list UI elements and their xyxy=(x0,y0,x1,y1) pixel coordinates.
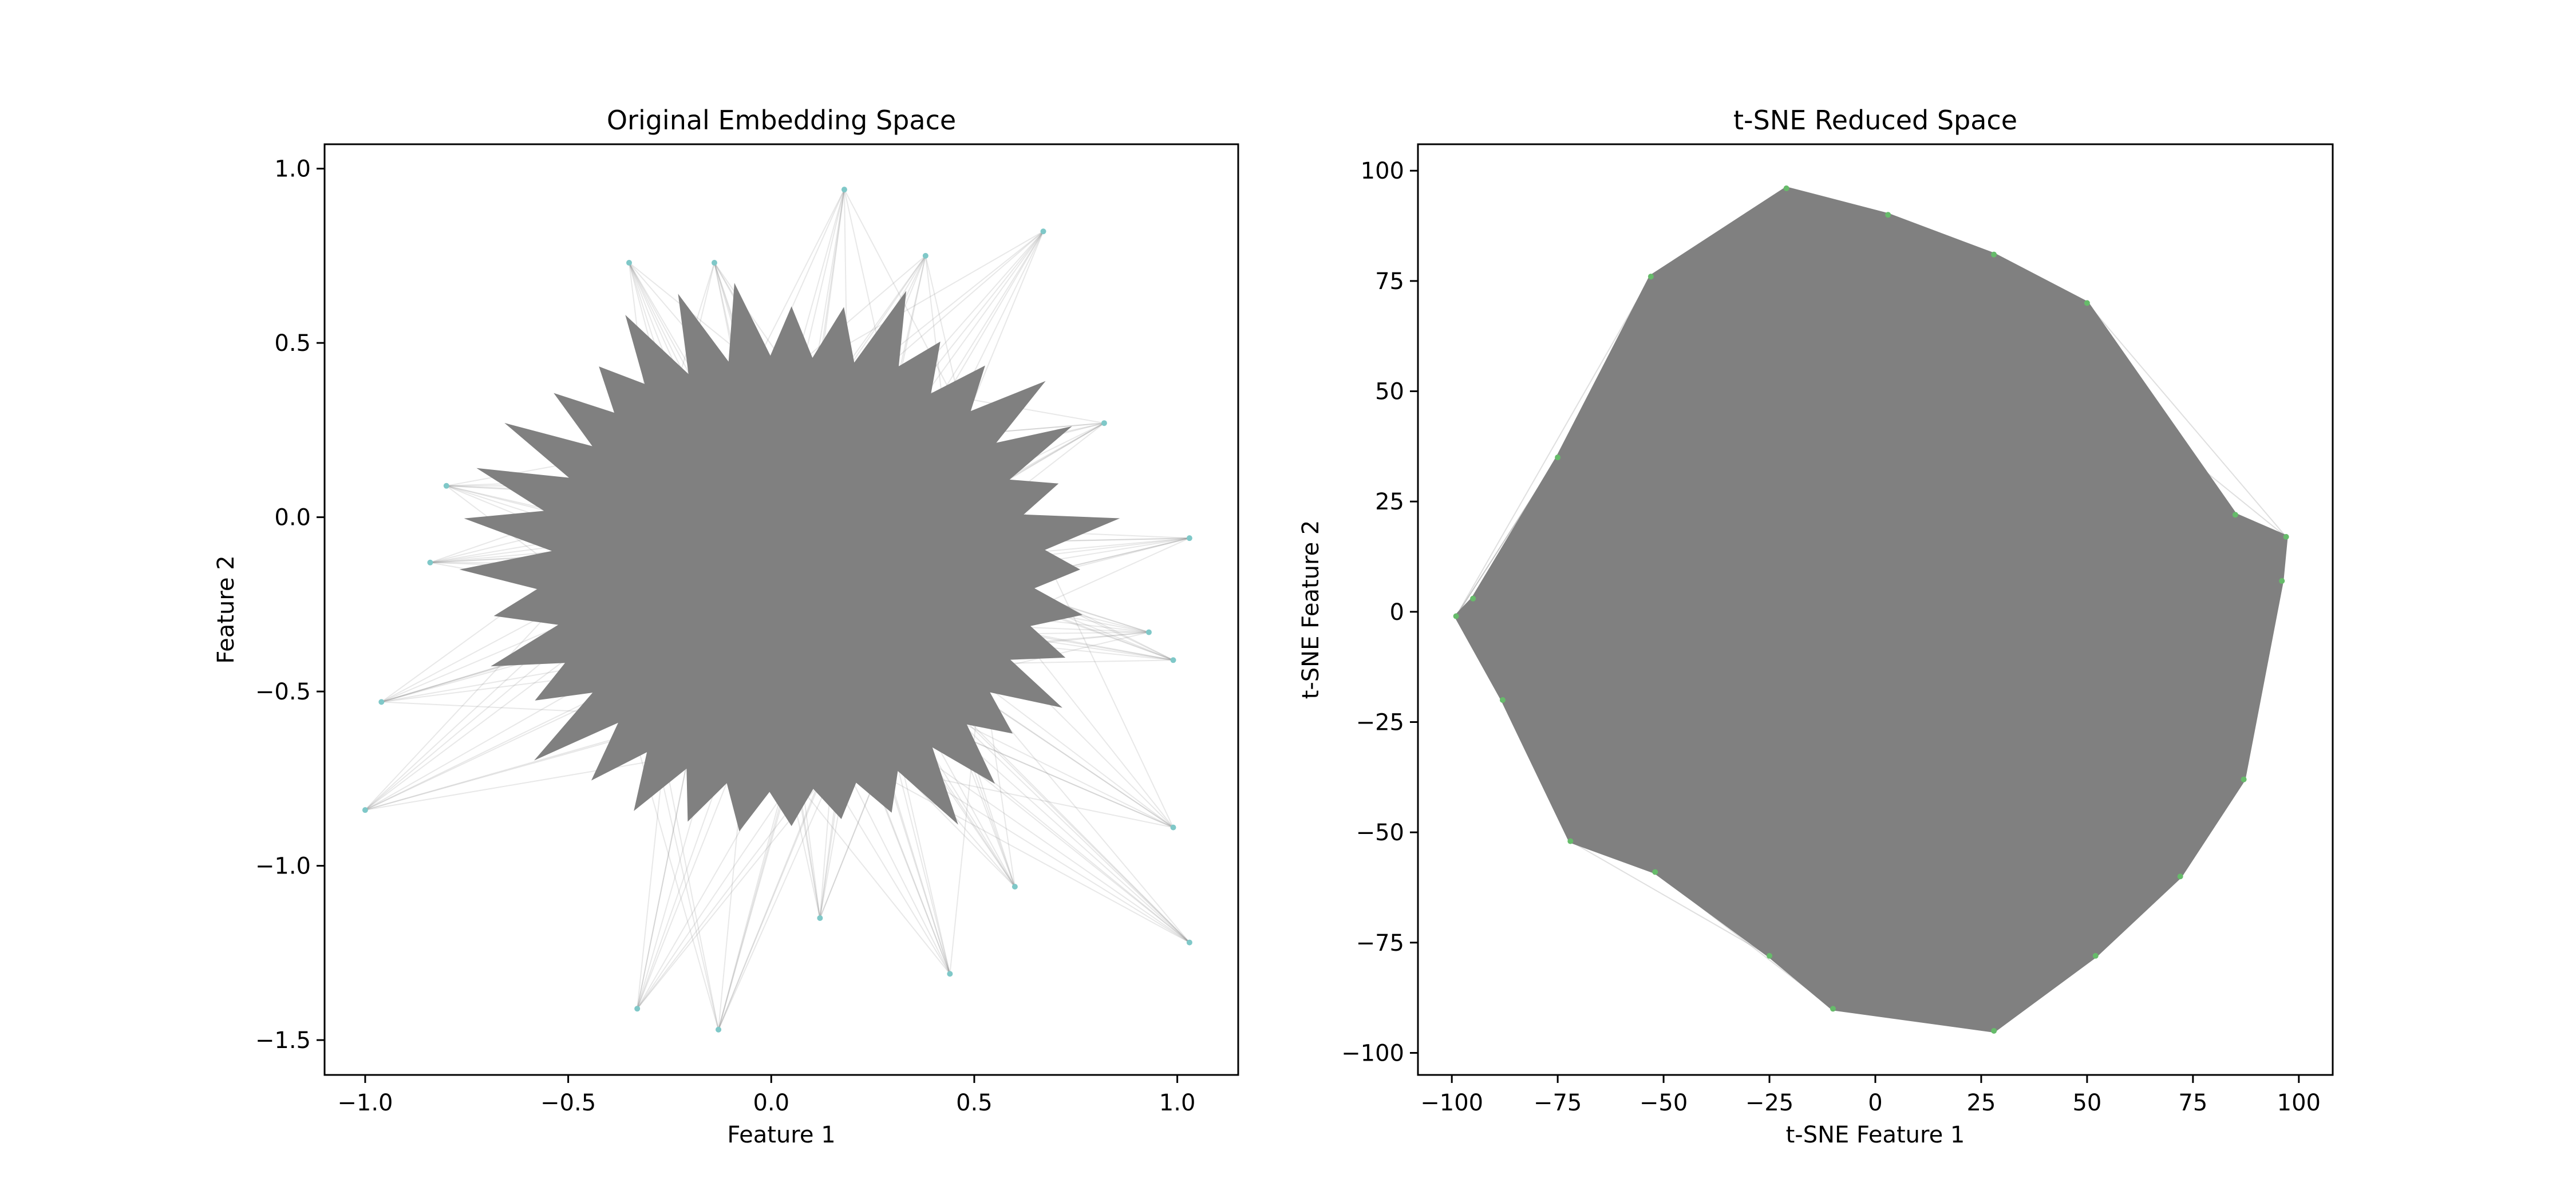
y-tick-label: 50 xyxy=(1375,379,1404,405)
x-tick-label: 0.5 xyxy=(956,1090,993,1116)
y-tick-label: −1.5 xyxy=(255,1027,311,1054)
data-point xyxy=(2241,776,2247,782)
data-point xyxy=(817,915,823,921)
x-axis-label: Feature 1 xyxy=(727,1122,835,1148)
y-tick-label: 25 xyxy=(1375,489,1404,515)
data-point xyxy=(1040,228,1046,235)
edge-line xyxy=(637,777,815,1009)
data-point xyxy=(1885,212,1891,218)
data-point xyxy=(1170,657,1176,663)
x-tick-label: −0.5 xyxy=(540,1090,596,1116)
data-point xyxy=(427,559,433,566)
x-axis-label: t-SNE Feature 1 xyxy=(1786,1122,1965,1148)
x-tick-label: 50 xyxy=(2072,1090,2101,1116)
y-tick-label: 0.0 xyxy=(274,505,311,531)
data-point xyxy=(1101,420,1107,426)
x-tick-label: 1.0 xyxy=(1159,1090,1196,1116)
data-point xyxy=(443,483,449,489)
data-point xyxy=(711,260,717,266)
x-tick-label: −75 xyxy=(1534,1090,1582,1116)
y-tick-label: −50 xyxy=(1356,820,1404,846)
y-ticks: −1.5 −1.0 −0.5 0.0 0.5 1.0 xyxy=(255,156,325,1054)
x-tick-label: −100 xyxy=(1420,1090,1483,1116)
data-point xyxy=(378,699,385,705)
data-point xyxy=(1145,629,1152,635)
edge-line xyxy=(626,709,720,1030)
panel-original-embedding: Original Embedding Space −1.0 −0.5 0.0 0.5 1… xyxy=(213,105,1239,1148)
plot-area xyxy=(1453,185,2289,1034)
y-tick-label: −1.0 xyxy=(255,853,311,880)
data-point xyxy=(922,252,929,259)
x-ticks: −100 −75 −50 −25 0 25 50 75 100 xyxy=(1420,1075,2321,1116)
x-tick-label: 0.0 xyxy=(753,1090,789,1116)
chart-title: t-SNE Reduced Space xyxy=(1733,105,2017,136)
data-point xyxy=(1991,251,1997,258)
data-point xyxy=(1499,697,1506,703)
chart-title: Original Embedding Space xyxy=(607,105,956,136)
edge-line xyxy=(1455,276,1652,617)
data-point xyxy=(2279,578,2285,584)
y-tick-label: 0.5 xyxy=(274,330,311,357)
data-point xyxy=(1647,274,1654,280)
x-tick-label: 25 xyxy=(1967,1090,1996,1116)
y-tick-label: 100 xyxy=(1361,158,1404,184)
data-point xyxy=(2232,512,2238,518)
cluster-mass xyxy=(1454,187,2288,1033)
x-ticks: −1.0 −0.5 0.0 0.5 1.0 xyxy=(337,1075,1195,1116)
x-tick-label: 100 xyxy=(2277,1090,2321,1116)
plot-area xyxy=(362,187,1192,1033)
data-point xyxy=(841,187,847,193)
axes-frame xyxy=(323,143,1239,1076)
data-point xyxy=(947,971,953,977)
data-point xyxy=(2283,533,2289,540)
panel-tsne-reduced: t-SNE Reduced Space −100 −75 −50 −25 0 25 50 75… xyxy=(1298,105,2334,1148)
data-point xyxy=(1830,1006,1836,1012)
y-tick-label: 75 xyxy=(1375,268,1404,295)
data-point xyxy=(362,807,368,813)
y-tick-label: 1.0 xyxy=(274,156,311,183)
y-tick-label: −100 xyxy=(1341,1040,1404,1066)
data-point xyxy=(634,1006,641,1012)
edge-line xyxy=(2087,302,2287,537)
cluster-mass xyxy=(459,283,1120,832)
data-point xyxy=(1991,1027,1997,1034)
data-point xyxy=(2084,300,2090,306)
y-axis-label: Feature 2 xyxy=(213,555,239,663)
data-point xyxy=(1186,535,1192,541)
data-point xyxy=(1470,595,1476,602)
x-tick-label: 75 xyxy=(2178,1090,2207,1116)
x-tick-label: −1.0 xyxy=(337,1090,393,1116)
x-tick-label: −50 xyxy=(1639,1090,1688,1116)
data-point xyxy=(1567,838,1574,844)
data-point xyxy=(716,1026,722,1033)
y-axis-label: t-SNE Feature 2 xyxy=(1298,520,1324,699)
data-point xyxy=(1555,454,1561,461)
data-point xyxy=(1170,824,1176,831)
x-tick-label: −25 xyxy=(1745,1090,1793,1116)
y-tick-label: −25 xyxy=(1356,710,1404,736)
y-tick-label: 0 xyxy=(1390,599,1404,626)
data-point xyxy=(1012,884,1018,890)
data-point xyxy=(1767,952,1773,959)
y-ticks: −100 −75 −50 −25 0 25 50 75 100 xyxy=(1341,158,1418,1066)
x-tick-label: 0 xyxy=(1868,1090,1882,1116)
data-point xyxy=(1453,613,1459,619)
y-tick-label: −0.5 xyxy=(255,679,311,705)
data-point xyxy=(1186,939,1192,946)
data-point xyxy=(2092,952,2099,959)
edge-line xyxy=(1570,840,1770,956)
data-point xyxy=(1783,185,1789,192)
y-tick-label: −75 xyxy=(1356,930,1404,956)
data-point xyxy=(1652,869,1658,875)
data-point xyxy=(626,260,632,266)
data-point xyxy=(2177,873,2183,880)
